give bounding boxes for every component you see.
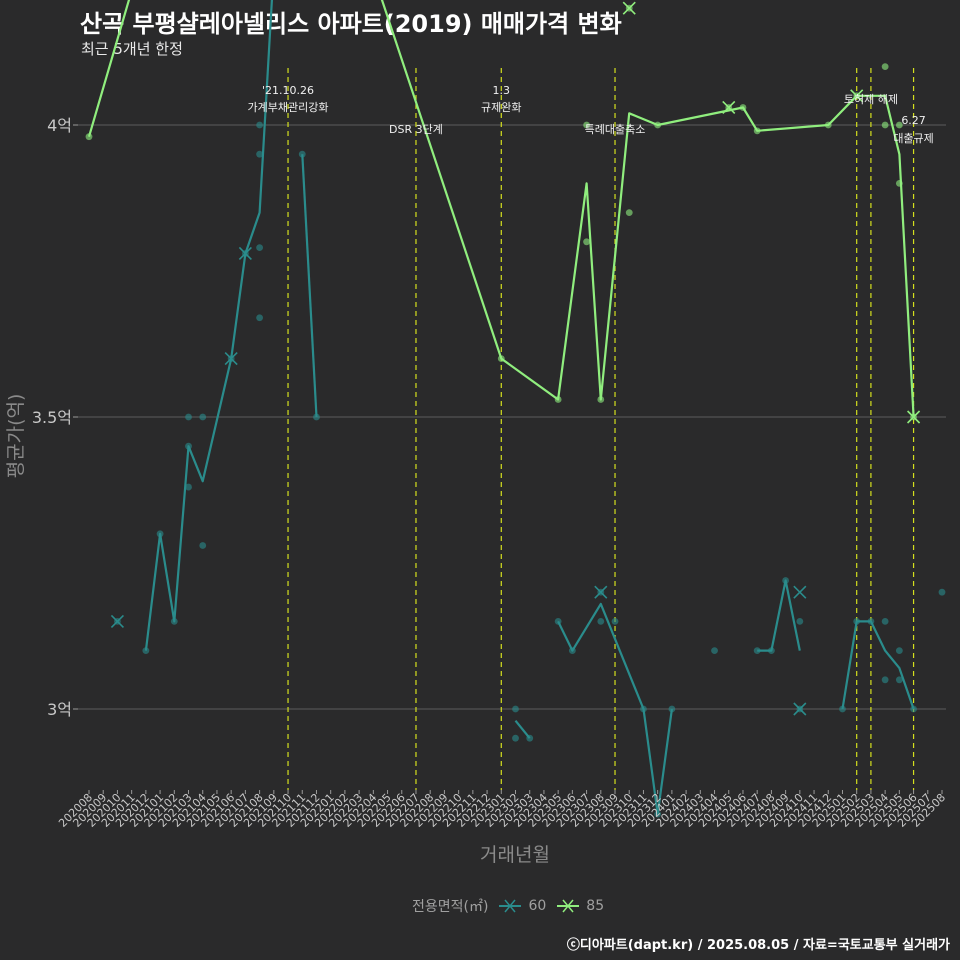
y-axis-title: 평균가(억) — [5, 394, 27, 479]
data-point-60 — [512, 705, 519, 713]
data-point-60 — [256, 121, 263, 129]
cancelled-mark-85 — [907, 410, 921, 424]
data-point-60 — [839, 705, 846, 713]
chart-subtitle: 최근 5개년 한정 — [81, 40, 183, 58]
data-point-60 — [938, 588, 946, 596]
credit-caption: ⓒ디아파트(dapt.kr) / 2025.08.05 / 자료=국토교통부 실… — [566, 938, 950, 953]
y-tick-label: 3.5억 — [32, 408, 72, 427]
data-point-60 — [256, 244, 263, 252]
reference-lines — [287, 68, 915, 790]
data-point-60 — [199, 413, 207, 421]
x-axis-title: 거래년월 — [480, 844, 550, 866]
series-line-60 — [557, 602, 673, 816]
data-point-60 — [611, 618, 619, 625]
cancelled-mark-60 — [224, 352, 238, 366]
cancelled-mark-60 — [238, 246, 252, 261]
data-point-60 — [512, 734, 519, 742]
annotation-label: 가계부채관리강화 — [248, 101, 329, 114]
cancelled-mark-85 — [850, 89, 864, 103]
legend-label-85: 85 — [586, 898, 605, 914]
series-line-60 — [841, 620, 915, 710]
data-point-60 — [256, 314, 263, 322]
data-point-60 — [796, 618, 804, 625]
annotation-label: 규제완화 — [481, 101, 521, 114]
data-point-85 — [583, 121, 590, 129]
data-point-60 — [185, 483, 192, 491]
data-point-60 — [895, 647, 903, 654]
annotation-label: 토허제 해제 — [844, 92, 898, 106]
annotation-label: DSR 3단계 — [389, 123, 443, 136]
data-point-60 — [199, 542, 207, 549]
data-point-85 — [583, 238, 590, 246]
cancelled-mark-60 — [793, 585, 807, 599]
series-line-60 — [757, 579, 801, 652]
data-point-85 — [881, 63, 889, 70]
data-point-85 — [895, 121, 903, 129]
series-line-60 — [514, 720, 531, 739]
cancelled-mark-60 — [594, 585, 608, 599]
data-point-85 — [881, 121, 889, 129]
annotation-label: 1.3 — [493, 84, 511, 97]
legend-item-60: 60 — [498, 898, 546, 914]
cancelled-mark-85 — [622, 1, 636, 15]
legend-label-60: 60 — [528, 898, 547, 914]
legend-key-60-icon — [498, 898, 522, 914]
axis-layer: 3억3.5억4억4.5억5억20200820200920201020201120… — [32, 116, 948, 830]
y-tick-label: 4억 — [47, 116, 72, 135]
data-point-60 — [881, 618, 889, 625]
data-point-60 — [895, 676, 903, 684]
data-point-60 — [256, 150, 263, 158]
annotation-label: 6.27 — [901, 114, 926, 127]
series-layer — [85, 0, 946, 818]
data-point-60 — [753, 647, 761, 654]
cancelled-mark-60 — [110, 614, 124, 628]
y-tick-label: 3억 — [47, 700, 72, 719]
data-point-60 — [881, 676, 889, 684]
legend: 전용면적(㎡) 60 85 — [412, 896, 604, 916]
data-point-85 — [625, 209, 633, 217]
cancelled-mark-85 — [722, 100, 736, 115]
annotation-label: 대출규제 — [893, 132, 933, 145]
data-point-60 — [597, 618, 605, 625]
series-line-60 — [144, 0, 274, 651]
legend-title: 전용면적(㎡) — [412, 899, 489, 915]
data-point-60 — [142, 647, 150, 654]
data-point-60 — [185, 413, 192, 421]
series-line-85 — [87, 0, 915, 418]
series-line-60 — [301, 154, 318, 418]
data-point-60 — [711, 647, 718, 654]
legend-key-85-icon — [556, 898, 580, 914]
chart-title: 산곡 부평샬레아넬리스 아파트(2019) 매매가격 변화 — [80, 10, 622, 38]
cancelled-mark-60 — [793, 702, 807, 716]
annotation-label: 특례대출축소 — [585, 123, 646, 136]
annotation-label: '21.10.26 — [262, 84, 314, 97]
legend-item-85: 85 — [556, 898, 604, 914]
data-point-60 — [298, 150, 306, 158]
